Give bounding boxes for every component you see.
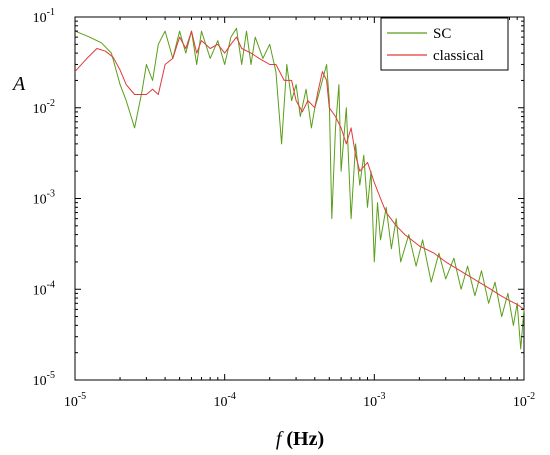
series-line-sc bbox=[74, 27, 525, 350]
x-axis-variable: f bbox=[276, 428, 284, 450]
series-line-classical bbox=[74, 30, 525, 310]
series-layer bbox=[74, 27, 525, 350]
legend-box bbox=[380, 17, 509, 71]
x-axis-title: f (Hz) bbox=[276, 428, 324, 450]
x-tick-label: 10-2 bbox=[513, 391, 535, 410]
legend-label: classical bbox=[433, 48, 484, 64]
x-tick-label: 10-3 bbox=[363, 391, 385, 410]
legend-label: SC bbox=[433, 26, 451, 42]
y-tick-label: 10-2 bbox=[33, 98, 55, 117]
plot-border bbox=[74, 16, 525, 381]
y-axis-title: A bbox=[11, 73, 26, 95]
y-tick-label: 10-3 bbox=[33, 189, 55, 208]
x-tick-label: 10-4 bbox=[213, 391, 235, 410]
x-tick-label: 10-5 bbox=[64, 391, 86, 410]
y-tick-label: 10-5 bbox=[33, 370, 55, 389]
ticks-layer: 10-5 10-4 10-3 10-2 10-5 10-4 10-3 10-2 10-1 bbox=[33, 7, 536, 410]
x-axis-unit: (Hz) bbox=[281, 428, 324, 450]
plot-frame bbox=[74, 16, 525, 381]
y-tick-label: 10-4 bbox=[33, 279, 55, 298]
y-tick-label: 10-1 bbox=[33, 7, 55, 26]
legend: SC classical bbox=[380, 17, 509, 71]
